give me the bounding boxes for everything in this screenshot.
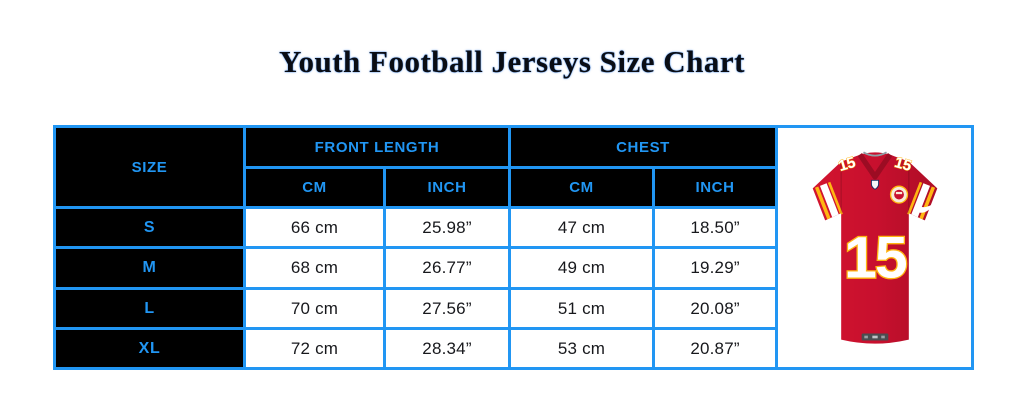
front-cm-value: 70 cm xyxy=(243,287,386,330)
front-length-header: FRONT LENGTH xyxy=(242,125,512,169)
chest-cm-value: 49 cm xyxy=(508,246,656,290)
sleeve-stripes xyxy=(814,162,935,220)
header-row-units: CM INCH CM INCH xyxy=(55,166,973,209)
size-cell: S xyxy=(53,206,246,249)
nike-swoosh-icon xyxy=(913,201,936,213)
chest-inch-value: 18.50” xyxy=(652,206,779,249)
collar-trim xyxy=(857,152,892,179)
front-cm-value: 72 cm xyxy=(243,327,386,370)
chest-cm-value: 53 cm xyxy=(508,327,656,370)
table-row-s: S 66 cm 25.98” 47 cm 18.50” xyxy=(53,206,973,249)
jersey-illustration: 15 15 15 xyxy=(812,151,937,344)
size-chart-table: SIZE FRONT LENGTH CHEST xyxy=(53,125,975,370)
front-inch-header: INCH xyxy=(382,166,512,209)
chest-header: CHEST xyxy=(508,125,779,169)
size-cell: L xyxy=(53,287,246,330)
front-inch-value: 27.56” xyxy=(382,287,512,330)
chest-cm-header: CM xyxy=(508,166,656,209)
front-cm-value: 66 cm xyxy=(243,206,386,249)
shoulder-number-left: 15 xyxy=(836,153,857,174)
size-cell: XL xyxy=(53,327,246,370)
chest-inch-header: INCH xyxy=(652,166,779,209)
table-row-xl: XL 72 cm 28.34” 53 cm 20.87” xyxy=(53,327,973,370)
page-title: Youth Football Jerseys Size Chart xyxy=(279,44,745,79)
shoulder-number-right: 15 xyxy=(892,153,913,174)
nfl-shield-icon xyxy=(870,179,879,190)
hem-tag xyxy=(861,332,888,341)
chest-cm-value: 51 cm xyxy=(508,287,656,330)
size-cell: M xyxy=(53,246,246,290)
collar-inner-seam xyxy=(862,151,887,157)
table-row-l: L 70 cm 27.56” 51 cm 20.08” xyxy=(53,287,973,330)
size-column-header: SIZE xyxy=(53,125,246,209)
team-patch-icon xyxy=(889,184,908,204)
table-row-m: M 68 cm 26.77” 49 cm 19.29” xyxy=(53,246,973,290)
front-cm-value: 68 cm xyxy=(243,246,386,290)
front-inch-value: 25.98” xyxy=(382,206,512,249)
front-inch-value: 26.77” xyxy=(382,246,512,290)
chest-inch-value: 19.29” xyxy=(652,246,779,290)
front-cm-header: CM xyxy=(243,166,386,209)
jersey-image: 15 15 15 xyxy=(778,128,971,367)
chest-inch-value: 20.87” xyxy=(652,327,779,370)
jersey-photo-cell: 15 15 15 xyxy=(775,125,975,370)
header-row-groups: SIZE FRONT LENGTH CHEST xyxy=(53,125,975,370)
front-inch-value: 28.34” xyxy=(382,327,512,370)
chest-inch-value: 20.08” xyxy=(652,287,779,330)
jersey-number: 15 xyxy=(844,225,907,290)
chest-cm-value: 47 cm xyxy=(508,206,656,249)
